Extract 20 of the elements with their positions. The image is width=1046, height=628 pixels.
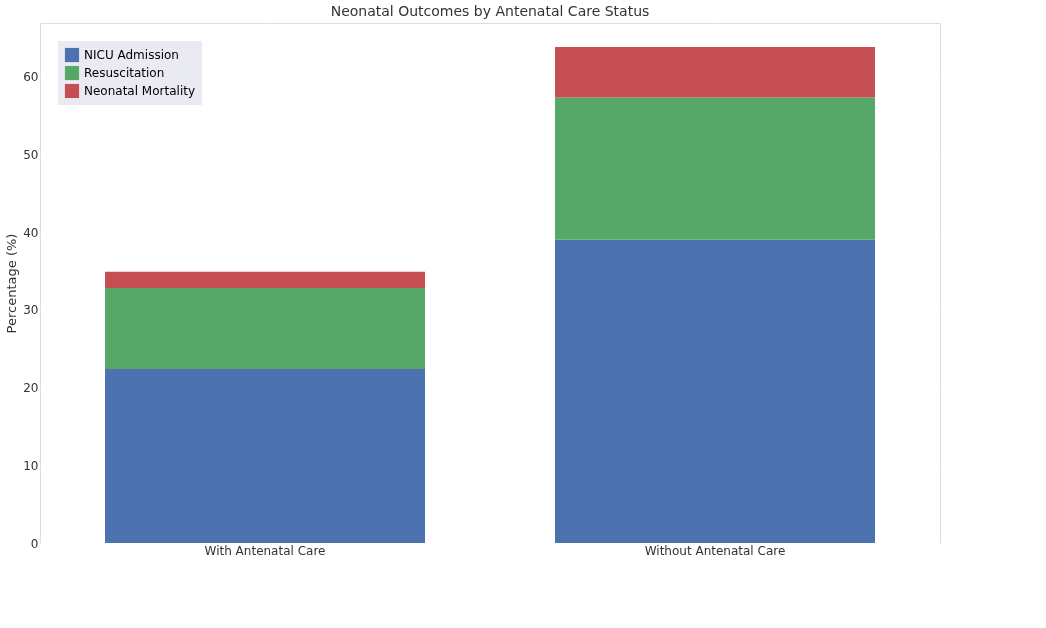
chart-title: Neonatal Outcomes by Antenatal Care Status: [330, 3, 650, 19]
y-tick-label: 50: [23, 147, 39, 162]
y-tick-label: 10: [23, 458, 39, 473]
bar: [555, 239, 875, 543]
bar: [105, 271, 425, 289]
y-tick-label: 0: [30, 536, 39, 551]
bar: [105, 368, 425, 543]
bar: [555, 97, 875, 240]
bar: [555, 47, 875, 98]
bar: [105, 288, 425, 369]
legend-label: Neonatal Mortality: [84, 84, 196, 98]
x-tick-label: Without Antenatal Care: [644, 543, 786, 558]
legend-label: NICU Admission: [84, 48, 179, 62]
y-axis-title: Percentage (%): [4, 233, 20, 334]
y-tick-label: 60: [23, 70, 39, 85]
y-tick-label: 40: [23, 225, 39, 240]
legend-label: Resuscitation: [84, 66, 165, 80]
y-tick-label: 30: [23, 303, 39, 318]
y-tick-label: 20: [23, 381, 39, 396]
x-tick-label: With Antenatal Care: [204, 543, 326, 558]
